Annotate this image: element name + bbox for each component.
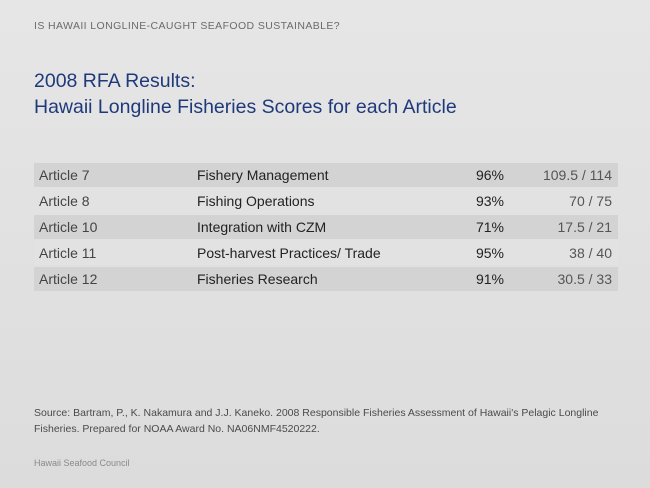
slide-title: 2008 RFA Results: Hawaii Longline Fisher… (34, 68, 457, 120)
percent-cell: 96% (475, 167, 504, 183)
percent-cell: 93% (475, 193, 504, 209)
article-cell: Article 11 (39, 245, 97, 261)
article-cell: Article 12 (39, 271, 98, 287)
topic-cell: Fishing Operations (197, 193, 315, 209)
table-row: Article 8 Fishing Operations 93% 70 / 75 (34, 189, 618, 213)
slide-title-line-2: Hawaii Longline Fisheries Scores for eac… (34, 96, 457, 118)
slide-title-line-1: 2008 RFA Results: (34, 70, 196, 92)
score-cell: 70 / 75 (569, 193, 612, 209)
percent-cell: 91% (475, 271, 504, 287)
table-row: Article 12 Fisheries Research 91% 30.5 /… (34, 267, 618, 291)
table-row: Article 10 Integration with CZM 71% 17.5… (34, 215, 618, 239)
topic-cell: Fishery Management (197, 167, 329, 183)
footer-organization: Hawaii Seafood Council (34, 458, 130, 468)
source-citation: Source: Bartram, P., K. Nakamura and J.J… (34, 407, 599, 435)
topic-cell: Fisheries Research (197, 271, 318, 287)
slide-kicker: IS HAWAII LONGLINE-CAUGHT SEAFOOD SUSTAI… (34, 20, 341, 32)
percent-cell: 95% (475, 245, 504, 261)
score-cell: 17.5 / 21 (557, 219, 613, 235)
article-cell: Article 7 (39, 167, 90, 183)
table-row: Article 7 Fishery Management 96% 109.5 /… (34, 163, 618, 187)
percent-cell: 71% (475, 219, 504, 235)
score-cell: 109.5 / 114 (542, 167, 612, 183)
score-cell: 30.5 / 33 (557, 271, 613, 287)
topic-cell: Post-harvest Practices/ Trade (197, 245, 381, 261)
article-cell: Article 8 (39, 193, 90, 209)
scores-table: Article 7 Fishery Management 96% 109.5 /… (34, 163, 618, 293)
table-row: Article 11 Post-harvest Practices/ Trade… (34, 241, 618, 265)
score-cell: 38 / 40 (569, 245, 612, 261)
article-cell: Article 10 (39, 219, 98, 235)
topic-cell: Integration with CZM (197, 219, 327, 235)
